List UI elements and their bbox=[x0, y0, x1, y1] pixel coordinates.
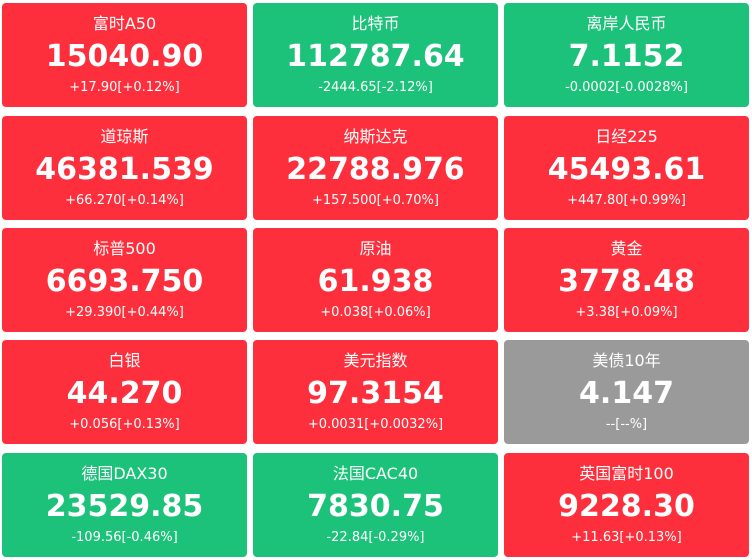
index-name: 德国DAX30 bbox=[81, 464, 168, 483]
index-tile-silver[interactable]: 白银 44.270 +0.056[+0.13%] bbox=[2, 340, 247, 444]
index-tile-offshore-rmb[interactable]: 离岸人民币 7.1152 -0.0002[-0.0028%] bbox=[504, 3, 749, 107]
index-tile-nikkei-225[interactable]: 日经225 45493.61 +447.80[+0.99%] bbox=[504, 116, 749, 220]
index-name: 富时A50 bbox=[92, 14, 157, 33]
index-change: +157.500[+0.70%] bbox=[312, 193, 439, 208]
index-price: 97.3154 bbox=[307, 376, 444, 411]
index-change: --[--%] bbox=[605, 417, 648, 432]
index-price: 61.938 bbox=[317, 264, 434, 299]
index-name: 美债10年 bbox=[592, 351, 661, 370]
index-name: 离岸人民币 bbox=[586, 14, 667, 33]
index-name: 黄金 bbox=[610, 239, 643, 258]
index-price: 6693.750 bbox=[45, 264, 204, 299]
index-name: 白银 bbox=[108, 351, 141, 370]
index-name: 道琼斯 bbox=[100, 127, 149, 146]
index-change: -22.84[-0.29%] bbox=[326, 530, 425, 545]
index-change: +447.80[+0.99%] bbox=[567, 193, 686, 208]
index-change: +0.038[+0.06%] bbox=[320, 305, 431, 320]
index-name: 英国富时100 bbox=[579, 464, 674, 483]
index-name: 纳斯达克 bbox=[343, 127, 408, 146]
index-price: 112787.64 bbox=[286, 39, 465, 74]
index-name: 比特币 bbox=[351, 14, 400, 33]
index-tile-dax-30[interactable]: 德国DAX30 23529.85 -109.56[-0.46%] bbox=[2, 453, 247, 557]
index-tile-dollar-index[interactable]: 美元指数 97.3154 +0.0031[+0.0032%] bbox=[253, 340, 498, 444]
index-name: 法国CAC40 bbox=[332, 464, 419, 483]
index-tile-ftse-china-a50[interactable]: 富时A50 15040.90 +17.90[+0.12%] bbox=[2, 3, 247, 107]
index-tile-sp-500[interactable]: 标普500 6693.750 +29.390[+0.44%] bbox=[2, 228, 247, 332]
index-price: 4.147 bbox=[579, 376, 674, 411]
index-tile-gold[interactable]: 黄金 3778.48 +3.38[+0.09%] bbox=[504, 228, 749, 332]
index-change: +0.056[+0.13%] bbox=[69, 417, 180, 432]
index-change: +66.270[+0.14%] bbox=[65, 193, 184, 208]
index-change: +3.38[+0.09%] bbox=[575, 305, 678, 320]
index-change: +0.0031[+0.0032%] bbox=[307, 417, 444, 432]
index-name: 日经225 bbox=[595, 127, 658, 146]
index-name: 标普500 bbox=[93, 239, 156, 258]
index-price: 15040.90 bbox=[45, 39, 204, 74]
index-tile-us-10y-treasury[interactable]: 美债10年 4.147 --[--%] bbox=[504, 340, 749, 444]
index-change: -2444.65[-2.12%] bbox=[318, 80, 433, 95]
index-tile-ftse-100[interactable]: 英国富时100 9228.30 +11.63[+0.13%] bbox=[504, 453, 749, 557]
index-change: -0.0002[-0.0028%] bbox=[565, 80, 688, 95]
index-price: 9228.30 bbox=[558, 489, 695, 524]
index-tile-crude-oil[interactable]: 原油 61.938 +0.038[+0.06%] bbox=[253, 228, 498, 332]
index-tile-nasdaq[interactable]: 纳斯达克 22788.976 +157.500[+0.70%] bbox=[253, 116, 498, 220]
index-name: 原油 bbox=[359, 239, 392, 258]
index-price: 7.1152 bbox=[568, 39, 685, 74]
index-price: 23529.85 bbox=[45, 489, 204, 524]
index-tile-bitcoin[interactable]: 比特币 112787.64 -2444.65[-2.12%] bbox=[253, 3, 498, 107]
index-price: 22788.976 bbox=[286, 152, 465, 187]
index-price: 46381.539 bbox=[35, 152, 214, 187]
index-change: +17.90[+0.12%] bbox=[69, 80, 180, 95]
index-price: 45493.61 bbox=[547, 152, 706, 187]
index-change: +29.390[+0.44%] bbox=[65, 305, 184, 320]
index-tile-cac-40[interactable]: 法国CAC40 7830.75 -22.84[-0.29%] bbox=[253, 453, 498, 557]
index-name: 美元指数 bbox=[343, 351, 408, 370]
index-price: 44.270 bbox=[66, 376, 183, 411]
index-change: +11.63[+0.13%] bbox=[571, 530, 682, 545]
index-price: 3778.48 bbox=[558, 264, 695, 299]
index-tile-dow-jones[interactable]: 道琼斯 46381.539 +66.270[+0.14%] bbox=[2, 116, 247, 220]
index-change: -109.56[-0.46%] bbox=[71, 530, 178, 545]
index-price: 7830.75 bbox=[307, 489, 444, 524]
